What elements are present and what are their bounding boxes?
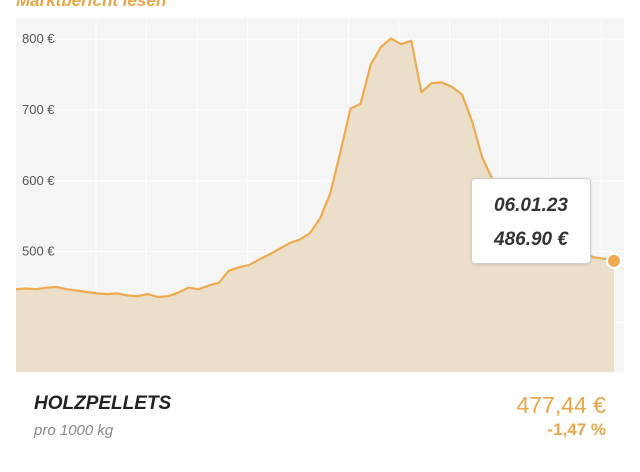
current-price: 477,44 € — [516, 392, 606, 418]
product-unit: pro 1000 kg — [34, 422, 114, 439]
y-tick-label: 700 € — [22, 102, 55, 117]
product-name: HOLZPELLETS — [34, 393, 172, 414]
y-tick-label: 600 € — [22, 173, 55, 188]
y-tick-label: 800 € — [22, 31, 55, 46]
market-report-link[interactable]: Marktbericht lesen — [16, 0, 167, 10]
highlight-point[interactable] — [606, 252, 622, 269]
tooltip-value: 486.90 € — [494, 229, 568, 250]
tooltip-date: 06.01.23 — [494, 195, 568, 216]
price-area — [16, 38, 614, 372]
y-tick-label: 500 € — [22, 244, 55, 259]
price-change: -1,47 % — [547, 420, 606, 439]
product-summary: HOLZPELLETS pro 1000 kg 477,44 € -1,47 % — [16, 372, 624, 462]
price-tooltip: 06.01.23 486.90 € — [471, 178, 591, 264]
